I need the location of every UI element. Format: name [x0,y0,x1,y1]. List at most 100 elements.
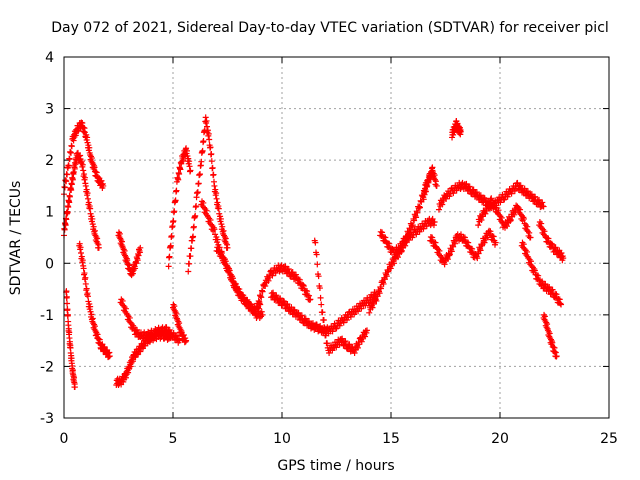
data-point [212,186,219,193]
data-point [346,341,353,348]
data-point [302,315,309,322]
data-point [342,338,349,345]
data-point [65,204,72,211]
data-point [374,293,381,300]
data-point [524,248,531,255]
data-point [386,240,393,247]
data-point [208,150,215,157]
data-point [204,123,211,130]
data-point [256,298,263,305]
data-point [389,245,396,252]
data-point [526,229,533,236]
data-point [298,312,305,319]
data-point [80,265,87,272]
data-point [436,247,443,254]
data-point [199,147,206,154]
data-point [64,300,71,307]
data-point [446,252,453,259]
data-point [78,253,85,260]
data-point [167,242,174,249]
series-track-p [366,215,438,316]
data-point [187,167,194,174]
data-point [214,236,221,243]
data-point [257,293,264,300]
data-point [311,326,318,333]
data-point [560,255,567,262]
data-point [207,144,214,151]
data-point [448,248,455,255]
data-point [314,261,321,268]
data-point [82,182,89,189]
data-point [452,240,459,247]
data-point [295,309,302,316]
data-point [69,176,76,183]
y-tick-label: -2 [40,359,54,375]
data-point [366,309,373,316]
data-point [379,229,386,236]
data-point [90,223,97,230]
series-track-a [61,119,107,198]
data-point [319,309,326,316]
data-point [491,200,498,207]
data-point [186,163,193,170]
data-point [469,245,476,252]
data-point [398,244,405,251]
data-point [83,285,90,292]
chart-title: Day 072 of 2021, Sidereal Day-to-day VTE… [51,20,609,36]
data-point [197,171,204,178]
data-point [65,162,72,169]
data-point [209,164,216,171]
data-point [457,128,464,135]
x-tick-label: 20 [491,431,509,447]
data-point [170,217,177,224]
data-point [134,257,141,264]
data-point [255,304,262,311]
data-point [430,222,437,229]
data-point [369,304,376,311]
data-point [542,280,549,287]
data-point [431,219,438,226]
data-point [204,127,211,134]
data-point [477,192,484,199]
data-point [134,326,141,333]
data-point [553,291,560,298]
data-point [421,191,428,198]
data-point [190,233,197,240]
data-point [87,303,94,310]
data-point [288,304,295,311]
data-point [64,306,71,313]
data-point [422,188,429,195]
series-track-k [198,198,264,315]
data-point [556,296,563,303]
data-point [81,270,88,277]
series-track-u [518,239,565,308]
y-tick-label: 0 [45,256,54,272]
data-point [173,187,180,194]
data-point [481,195,488,202]
series-track-w [540,311,560,360]
data-point [237,289,244,296]
data-point [258,308,265,315]
data-point [444,256,451,263]
series-track-j [185,114,231,275]
data-point [463,180,470,187]
series-track-x [449,117,464,141]
data-point [205,130,212,137]
data-point [405,231,412,238]
data-point [423,183,430,190]
data-point [417,197,424,204]
y-tick-label: 4 [45,50,54,66]
data-point [217,215,224,222]
data-point [215,205,222,212]
data-point [129,270,136,277]
data-point [391,260,398,267]
data-point [281,298,288,305]
data-point [474,255,481,262]
data-point [429,234,436,241]
data-point [552,244,559,251]
series-track-f [117,296,183,346]
series-track-h [165,145,194,270]
data-point [213,190,220,197]
data-point [215,244,222,251]
data-point [180,157,187,164]
